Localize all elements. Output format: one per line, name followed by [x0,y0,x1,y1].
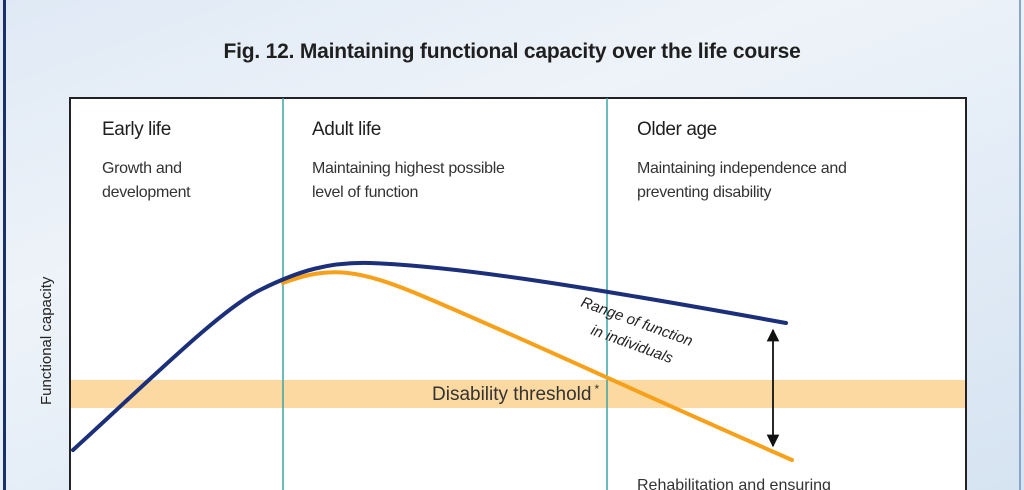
stage-early-title: Early life [102,119,171,140]
stage-adult-title: Adult life [312,119,381,140]
stage-early-description: Growth and development [102,160,191,201]
disability-threshold-band [71,380,965,408]
stage-older-description: Maintaining independence and preventing … [637,160,847,201]
stage-adult-description: Maintaining highest possible level of fu… [312,160,505,201]
stage-older-title: Older age [637,119,717,140]
plot-area [69,97,967,490]
figure-title: Fig. 12. Maintaining functional capacity… [223,40,801,63]
series-line-2 [71,260,788,452]
series-line-1 [281,270,794,462]
partial-bottom-text: Rehabilitation and ensuring [637,477,831,490]
slide-frame [3,0,1021,490]
disability-threshold-label: Disability threshold * [432,382,599,405]
